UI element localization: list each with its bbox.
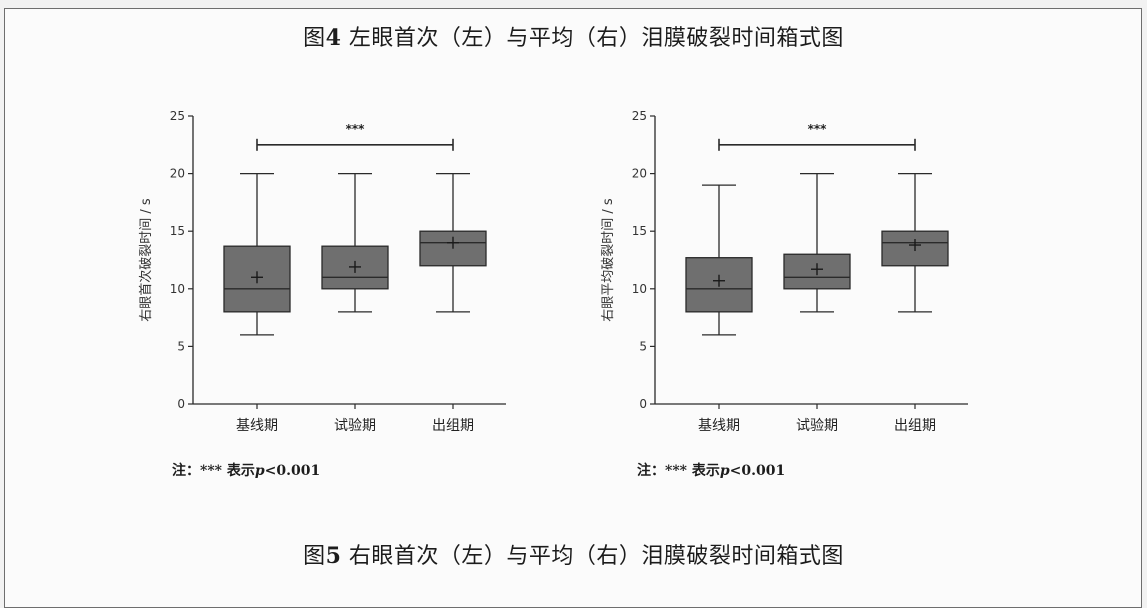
- box-3: [419, 172, 487, 313]
- box-3: [881, 172, 949, 313]
- y-axis-label: 右眼平均破裂时间 / s: [601, 198, 616, 322]
- y-tick-label: 15: [170, 224, 185, 238]
- y-tick-label: 15: [632, 224, 647, 238]
- note-right: 注：*** 表示p<0.001: [637, 460, 785, 480]
- x-tick-label: 基线期: [698, 417, 740, 434]
- figure-5-number: 5: [325, 543, 342, 569]
- figure-4-number: 4: [325, 25, 342, 51]
- box-2: [321, 172, 389, 313]
- y-tick-label: 0: [177, 397, 185, 411]
- figure-4-title: 图4 左眼首次（左）与平均（右）泪膜破裂时间箱式图: [0, 20, 1147, 52]
- figure-5-title-text: 右眼首次（左）与平均（右）泪膜破裂时间箱式图: [341, 544, 844, 569]
- figure-5-title-prefix: 图: [303, 544, 326, 569]
- y-tick-label: 5: [639, 339, 647, 353]
- x-tick-label: 出组期: [432, 418, 474, 434]
- y-tick-label: 20: [170, 167, 185, 181]
- x-tick-label: 出组期: [894, 418, 936, 434]
- y-tick-label: 10: [170, 282, 185, 296]
- note-right-suffix: <0.001: [729, 463, 786, 479]
- boxplot-left: 0 5 10 15 20 25 右眼首次破裂时间 / s 基线期 试验期 出组期 ***: [138, 109, 506, 434]
- y-tick-label: 0: [639, 397, 647, 411]
- figure-4-title-prefix: 图: [303, 26, 326, 51]
- charts-canvas: 0 5 10 15 20 25 右眼首次破裂时间 / s 基线期 试验期 出组期 *** 0 5 10 15…: [138, 109, 968, 434]
- note-right-p: p: [719, 463, 730, 479]
- boxplot-right: 0 5 10 15 20 25 右眼平均破裂时间 / s 基线期 试验期 出组期 ***: [601, 109, 968, 434]
- y-tick-label: 10: [632, 282, 647, 296]
- page: 图4 左眼首次（左）与平均（右）泪膜破裂时间箱式图 0 5 10 15 20 25 右眼首次…: [0, 8, 1147, 608]
- x-tick-label: 试验期: [796, 418, 838, 434]
- significance-label: ***: [346, 122, 366, 136]
- note-left-p: p: [254, 463, 265, 479]
- box-1: [685, 184, 753, 336]
- y-tick-label: 25: [170, 109, 185, 123]
- y-tick-label: 25: [632, 109, 647, 123]
- x-tick-label: 试验期: [334, 418, 376, 434]
- note-left-prefix: 注：*** 表示: [172, 463, 255, 479]
- box-1: [223, 172, 291, 336]
- note-left-suffix: <0.001: [264, 463, 321, 479]
- note-left: 注：*** 表示p<0.001: [172, 460, 320, 480]
- figure-frame: [4, 8, 1142, 608]
- note-right-prefix: 注：*** 表示: [637, 463, 720, 479]
- figure-5-title: 图5 右眼首次（左）与平均（右）泪膜破裂时间箱式图: [0, 538, 1147, 570]
- y-tick-label: 5: [177, 339, 185, 353]
- box-2: [783, 172, 851, 313]
- significance-label: ***: [808, 122, 828, 136]
- y-axis-label: 右眼首次破裂时间 / s: [138, 198, 154, 322]
- figure-4-title-text: 左眼首次（左）与平均（右）泪膜破裂时间箱式图: [341, 26, 844, 51]
- x-tick-label: 基线期: [236, 417, 278, 434]
- y-tick-label: 20: [632, 167, 647, 181]
